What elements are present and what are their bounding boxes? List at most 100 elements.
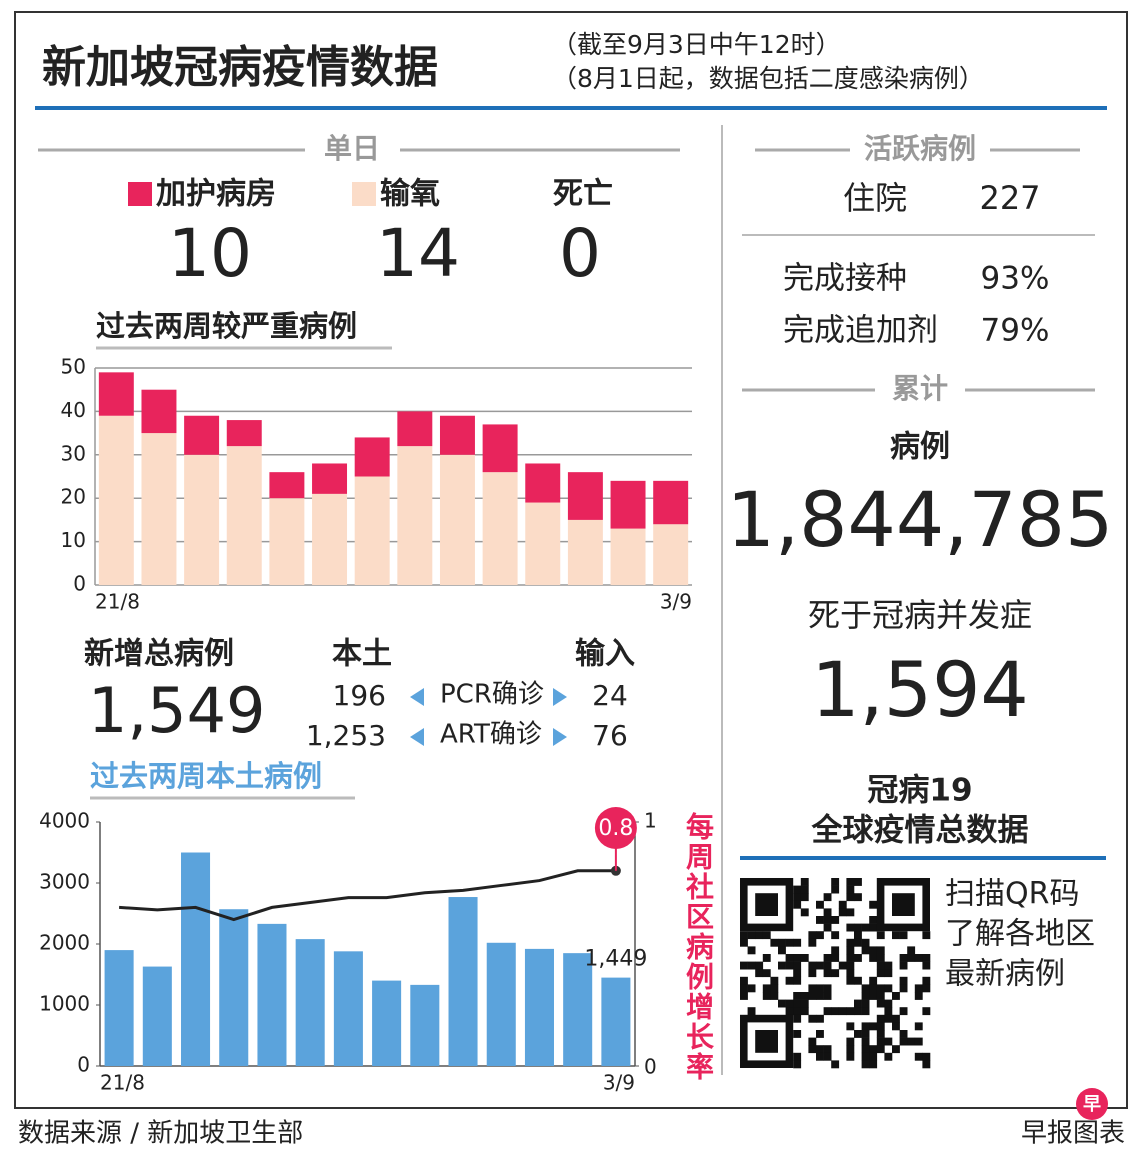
qr-cell xyxy=(831,969,840,978)
qr-cell xyxy=(899,984,908,993)
bar-segment xyxy=(439,415,475,455)
legend-swatch xyxy=(128,182,152,206)
qr-cell xyxy=(793,969,802,978)
bar xyxy=(448,897,478,1066)
qr-cell xyxy=(800,999,809,1008)
qr-cell xyxy=(922,1052,931,1061)
y-tick-label: 2000 xyxy=(39,931,90,955)
x-tick-label: 3/9 xyxy=(660,590,692,614)
qr-cell xyxy=(861,1022,870,1031)
bar-segment xyxy=(525,463,561,503)
qr-cell xyxy=(914,992,923,1000)
bar-segment xyxy=(610,528,646,585)
qr-cell xyxy=(740,961,748,970)
qr-cell xyxy=(922,961,931,970)
qr-cell xyxy=(747,961,756,970)
qr-cell xyxy=(823,923,832,932)
bar-segment xyxy=(226,446,262,585)
value-label: 1,449 xyxy=(584,947,647,972)
bar-segment xyxy=(354,437,390,477)
qr-cell xyxy=(793,893,802,902)
qr-cell xyxy=(846,1045,855,1054)
qr-cell xyxy=(808,931,817,940)
qr-cell xyxy=(892,1045,900,1054)
bar-segment xyxy=(98,372,134,416)
qr-cell xyxy=(854,923,862,932)
qr-cell xyxy=(846,961,855,970)
bar-segment xyxy=(184,415,220,455)
qr-cell xyxy=(823,961,832,970)
qr-cell xyxy=(831,946,840,955)
bar xyxy=(104,950,134,1066)
stat: 1,549 xyxy=(88,674,266,747)
qr-cell xyxy=(869,916,878,924)
qr-cell xyxy=(876,992,885,1000)
qr-code xyxy=(739,877,931,1069)
qr-cell xyxy=(846,938,855,947)
qr-cell xyxy=(914,954,923,962)
qr-cell xyxy=(914,1022,923,1031)
qr-cell xyxy=(876,969,885,978)
qr-cell xyxy=(831,878,840,886)
stat: 196 xyxy=(333,679,386,712)
rule xyxy=(35,106,1107,110)
bar xyxy=(219,909,249,1066)
qr-cell xyxy=(892,1014,900,1023)
y-tick-label: 40 xyxy=(61,398,86,422)
qr-cell xyxy=(831,931,840,940)
qr-cell xyxy=(823,1045,832,1054)
y-tick-label: 1000 xyxy=(39,992,90,1016)
qr-cell xyxy=(861,923,870,932)
qr-cell xyxy=(740,938,748,947)
qr-cell xyxy=(831,885,840,894)
x-tick-label: 21/8 xyxy=(100,1071,145,1095)
qr-cell xyxy=(907,954,916,962)
bar-segment xyxy=(226,420,262,447)
qr-cell xyxy=(823,916,832,924)
stat: 24 xyxy=(592,679,628,712)
qr-cell xyxy=(861,999,870,1008)
qr-cell xyxy=(869,984,878,993)
qr-cell xyxy=(854,893,862,902)
qr-cell xyxy=(762,931,771,940)
qr-cell xyxy=(793,954,802,962)
qr-cell xyxy=(816,992,824,1000)
qr-cell xyxy=(846,1007,855,1016)
qr-cell xyxy=(793,1014,802,1023)
qr-cell xyxy=(899,961,908,970)
qr-cell xyxy=(846,954,855,962)
qr-cell xyxy=(823,893,832,902)
qr-cell xyxy=(831,916,840,924)
qr-cell xyxy=(823,954,832,962)
qr-cell xyxy=(907,1037,916,1046)
qr-cell xyxy=(899,976,908,985)
qr-cell xyxy=(876,999,885,1008)
qr-cell xyxy=(884,1052,893,1061)
qr-cell xyxy=(884,1037,893,1046)
qr-cell xyxy=(899,1037,908,1046)
qr-cell xyxy=(816,1030,824,1038)
qr-cell xyxy=(762,984,771,993)
qr-cell xyxy=(747,946,756,955)
qr-cell xyxy=(793,961,802,970)
y2-axis-label: 每周社区病例增长率 xyxy=(682,811,715,1082)
qr-cell xyxy=(846,885,855,894)
stat: 76 xyxy=(592,719,628,752)
qr-cell xyxy=(876,1014,885,1023)
qr-cell xyxy=(823,1007,832,1016)
stat: 14 xyxy=(376,215,460,292)
qr-cell xyxy=(846,908,855,917)
rule xyxy=(740,856,1106,860)
qr-cell xyxy=(823,908,832,917)
bar-segment xyxy=(482,424,518,473)
qr-cell xyxy=(884,961,893,970)
qr-cell xyxy=(816,961,824,970)
y2-tick-label: 0 xyxy=(644,1055,657,1079)
qr-cell xyxy=(884,1007,893,1016)
qr-cell xyxy=(793,938,802,947)
bar xyxy=(372,980,402,1066)
qr-cell xyxy=(778,961,786,970)
qr-cell xyxy=(838,908,847,917)
x-tick-label: 21/8 xyxy=(95,590,140,614)
qr-cell xyxy=(854,931,862,940)
